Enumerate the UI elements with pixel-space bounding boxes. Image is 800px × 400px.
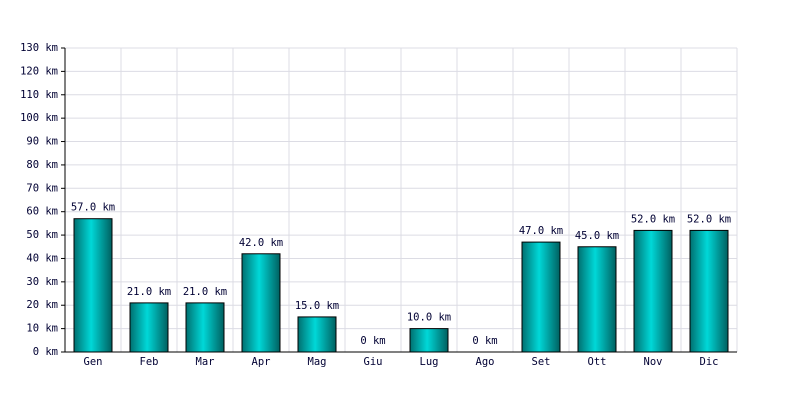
bar: [689, 229, 729, 353]
x-tick-label: Dic: [700, 356, 719, 368]
bar: [521, 241, 561, 353]
x-tick-label: Feb: [140, 356, 159, 368]
data-label: 52.0 km: [631, 213, 675, 225]
x-tick-label: Nov: [644, 356, 663, 368]
data-label: 0 km: [472, 335, 497, 347]
y-tick-label: 110 km: [20, 89, 58, 101]
x-tick-label: Mag: [308, 356, 327, 368]
bar: [241, 253, 281, 353]
data-label: 21.0 km: [127, 286, 171, 298]
data-label: 57.0 km: [71, 202, 115, 214]
y-tick-label: 10 km: [26, 323, 58, 335]
x-tick-label: Apr: [252, 356, 271, 368]
bar: [409, 328, 449, 353]
y-tick-label: 30 km: [26, 276, 58, 288]
y-tick-label: 40 km: [26, 252, 58, 264]
y-tick-label: 70 km: [26, 182, 58, 194]
x-tick-label: Giu: [364, 356, 383, 368]
bar: [185, 302, 225, 353]
y-tick-label: 0 km: [33, 346, 58, 358]
data-label: 15.0 km: [295, 300, 339, 312]
data-label: 47.0 km: [519, 225, 563, 237]
bar: [297, 316, 337, 353]
y-tick-label: 120 km: [20, 65, 58, 77]
x-tick-label: Ott: [588, 356, 607, 368]
bar: [129, 302, 169, 353]
y-tick-label: 100 km: [20, 112, 58, 124]
data-label: 21.0 km: [183, 286, 227, 298]
data-label: 10.0 km: [407, 312, 451, 324]
x-tick-label: Lug: [420, 356, 439, 368]
data-label: 42.0 km: [239, 237, 283, 249]
y-tick-label: 90 km: [26, 136, 58, 148]
data-label: 0 km: [360, 335, 385, 347]
y-tick-label: 80 km: [26, 159, 58, 171]
x-tick-label: Mar: [196, 356, 215, 368]
bar: [73, 218, 113, 353]
x-tick-label: Ago: [476, 356, 495, 368]
y-tick-label: 130 km: [20, 42, 58, 54]
bar: [633, 229, 673, 353]
data-label: 45.0 km: [575, 230, 619, 242]
data-label: 52.0 km: [687, 213, 731, 225]
bar: [577, 246, 617, 353]
x-tick-label: Gen: [84, 356, 103, 368]
y-tick-label: 50 km: [26, 229, 58, 241]
y-tick-label: 60 km: [26, 206, 58, 218]
x-tick-label: Set: [532, 356, 551, 368]
y-tick-label: 20 km: [26, 299, 58, 311]
